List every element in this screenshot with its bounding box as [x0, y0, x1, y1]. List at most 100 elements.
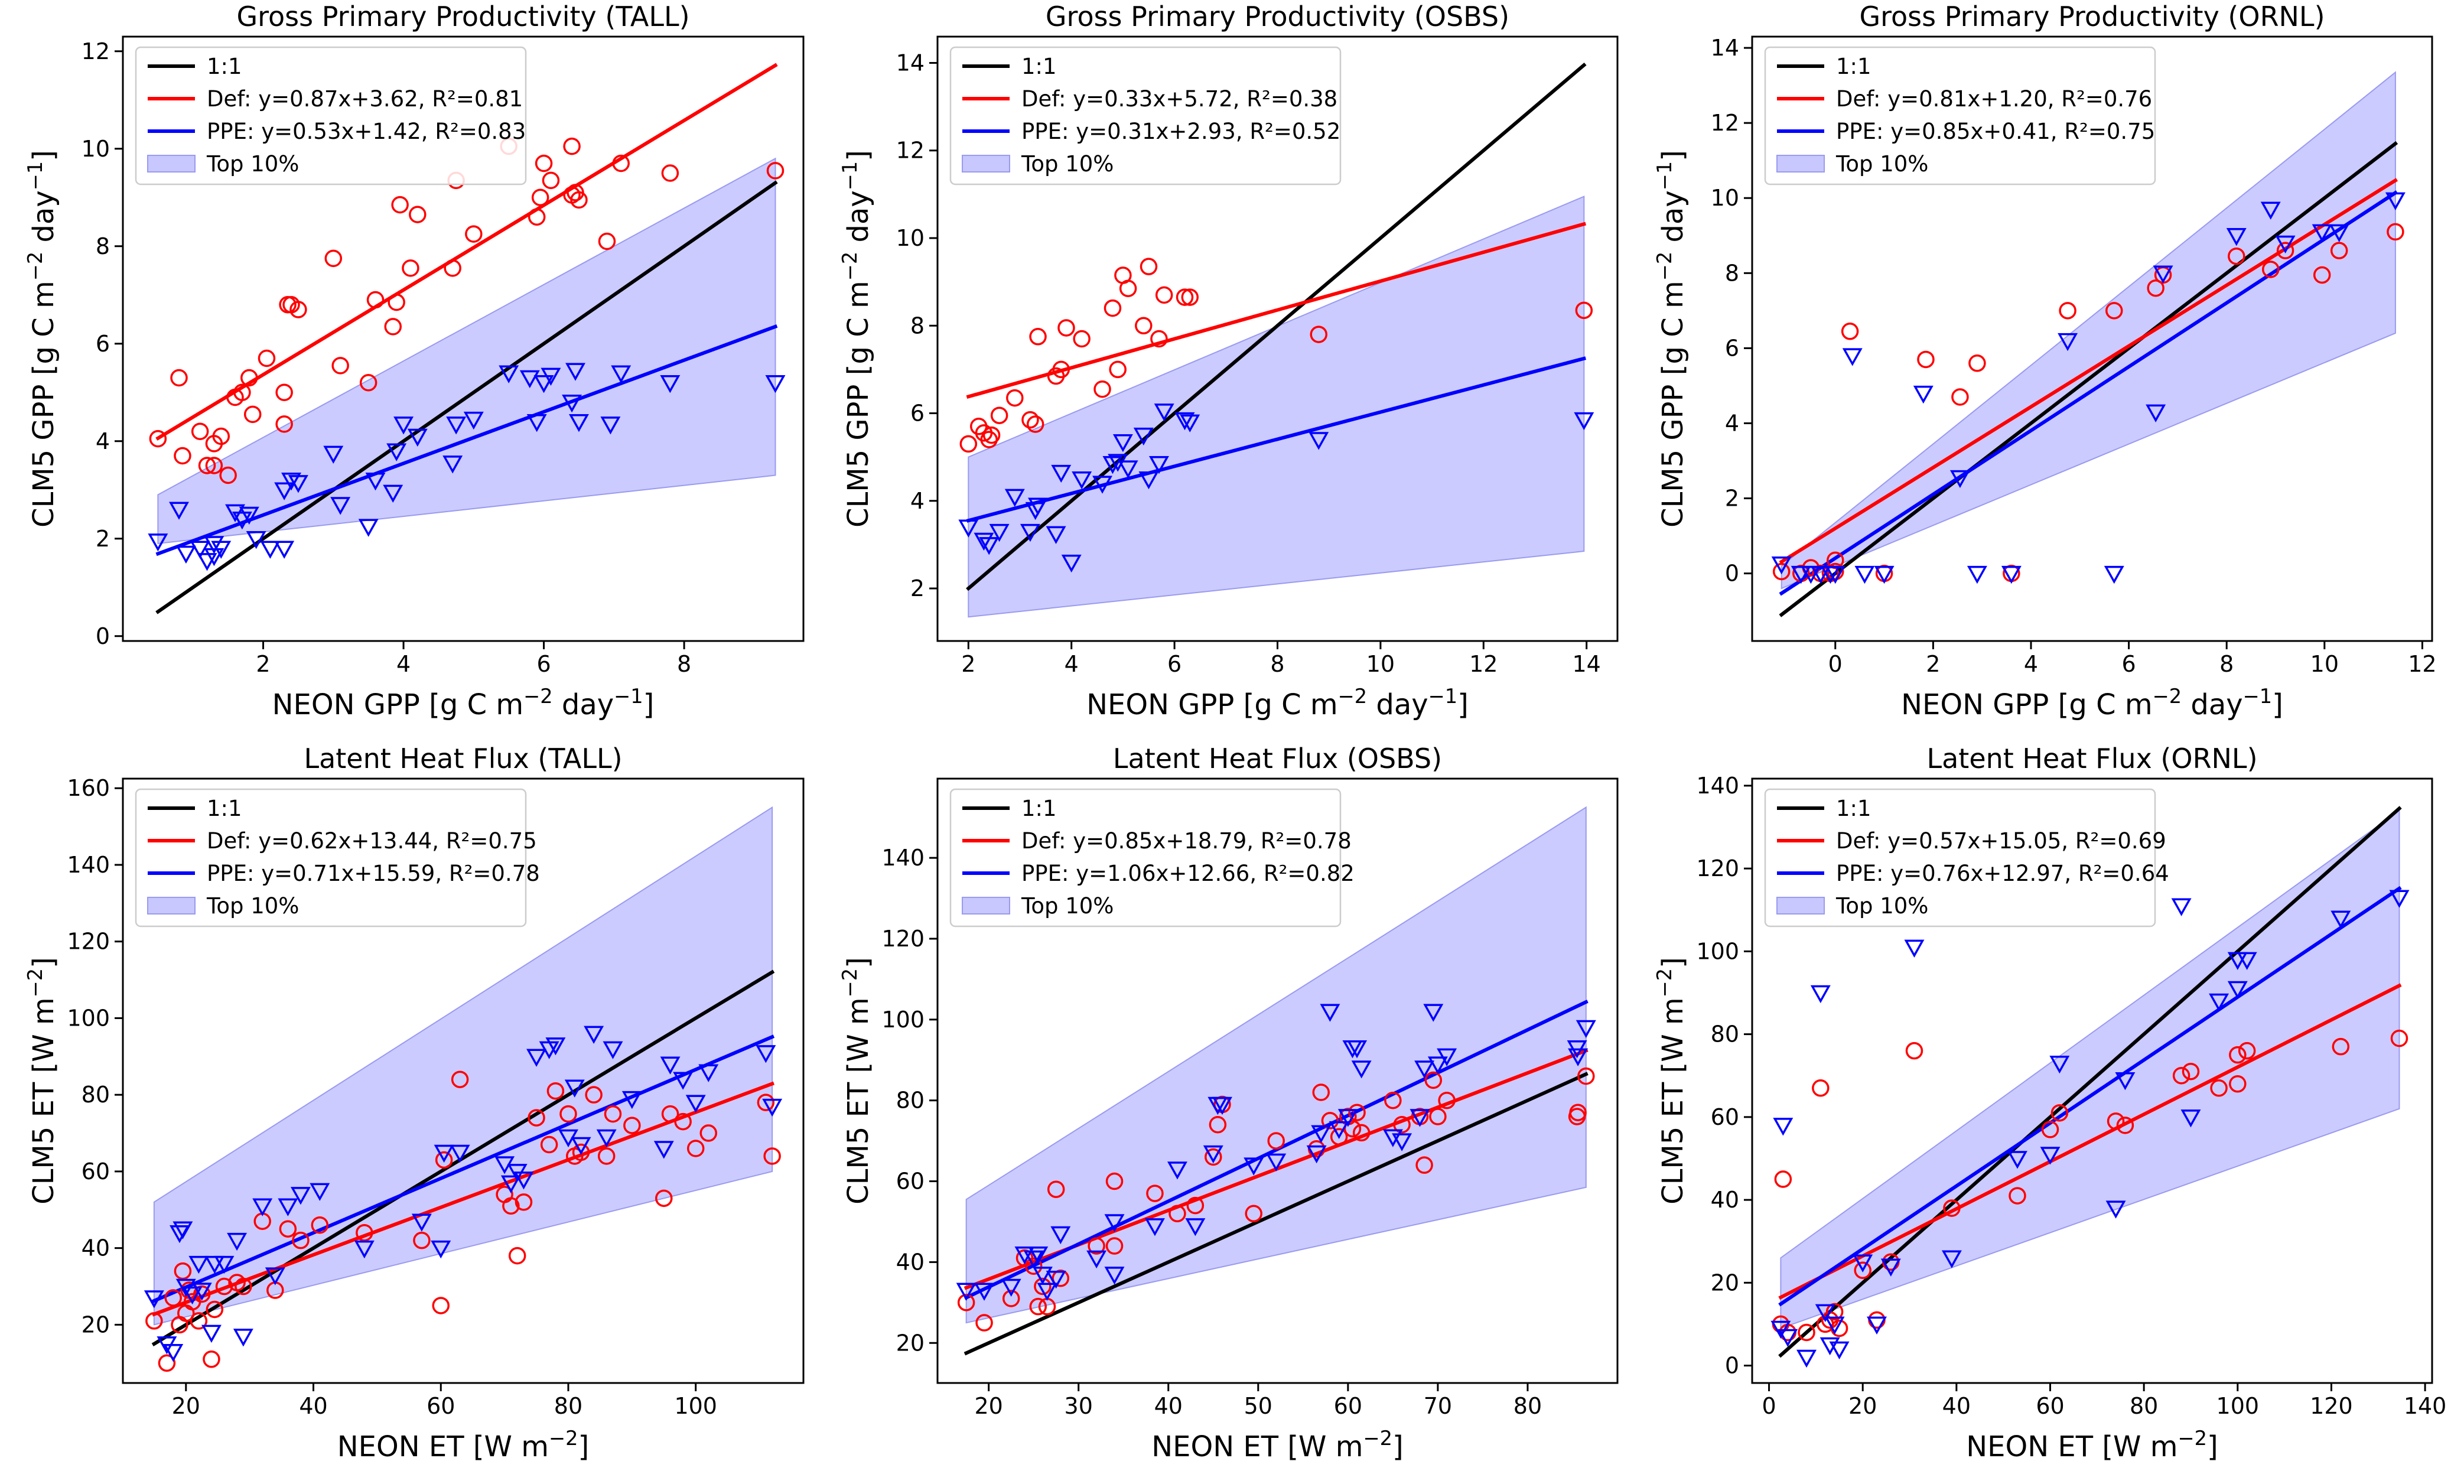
def-point — [1429, 1108, 1447, 1125]
y-tick-label: 2 — [96, 526, 110, 552]
ppe-point — [565, 363, 586, 381]
ppe-point — [1437, 1048, 1457, 1066]
ppe-point — [463, 411, 484, 430]
one-to-one-line — [964, 1072, 1589, 1356]
ppe-point — [660, 375, 681, 393]
ppe-point — [1410, 1109, 1430, 1127]
def-point — [1267, 1132, 1285, 1150]
x-tick-label: 4 — [2024, 651, 2038, 677]
legend-handle — [147, 155, 196, 173]
def-point — [149, 429, 167, 448]
def-point — [1310, 326, 1328, 343]
def-point — [2228, 247, 2245, 265]
ppe-fit-line — [151, 1034, 775, 1303]
def-point — [402, 259, 419, 277]
ppe-point — [239, 506, 259, 525]
def-point — [1424, 1071, 1443, 1089]
chart-panel-le-tall: 20 40 60 80 100 20 40 60 80 100 120 140 160 Latent He… — [24, 743, 805, 1463]
ppe-point — [2180, 1109, 2201, 1128]
ppe-point — [1032, 1267, 1053, 1285]
chart-title: Gross Primary Productivity (OSBS) — [1046, 1, 1509, 32]
ppe-point — [2153, 265, 2173, 284]
x-tick-label: 40 — [1154, 1393, 1183, 1419]
def-point — [1105, 1172, 1124, 1190]
ppe-point — [431, 1240, 451, 1259]
chart-title: Latent Heat Flux (TALL) — [304, 743, 622, 774]
def-point — [959, 435, 978, 453]
def-point — [655, 1189, 673, 1208]
x-tick-label: 4 — [1065, 651, 1079, 677]
ppe-point — [1967, 565, 1987, 584]
ppe-point — [1112, 434, 1133, 453]
legend-entry-label: Top 10% — [1835, 893, 1928, 919]
def-point — [1569, 1104, 1587, 1121]
def-point — [2147, 279, 2164, 297]
ppe-point — [411, 1213, 432, 1232]
ppe-point — [1771, 556, 1792, 575]
axes-frame — [1751, 777, 2433, 1384]
def-point — [1798, 1323, 1815, 1342]
ppe-point — [2209, 993, 2229, 1012]
def-point — [1827, 551, 1844, 569]
x-axis-label: NEON ET [W m−2] — [1151, 1427, 1404, 1464]
y-tick-label: 12 — [1711, 110, 1739, 136]
def-point — [2390, 1029, 2408, 1047]
ppe-point — [1824, 1316, 1845, 1335]
def-point — [1021, 411, 1039, 429]
ppe-fit-line — [964, 1000, 1589, 1300]
def-point — [982, 426, 1001, 444]
ppe-point — [278, 1198, 298, 1216]
ppe-point — [526, 414, 547, 432]
ppe-point — [1337, 1109, 1358, 1127]
def-point — [206, 1300, 224, 1319]
def-point — [563, 137, 581, 155]
def-point — [324, 249, 343, 268]
x-tick-label: 6 — [2122, 651, 2136, 677]
ppe-point — [974, 1283, 995, 1301]
chart-panel-gpp-osbs: 2 4 6 8 10 12 14 2 4 6 8 10 12 14 Gross Primary Produc… — [838, 1, 1619, 721]
ppe-point — [393, 416, 414, 435]
def-point — [1352, 1124, 1371, 1142]
ppe-point — [1072, 471, 1092, 490]
def-point — [661, 1105, 679, 1123]
x-tick-label: 8 — [677, 651, 691, 677]
def-point — [275, 383, 293, 401]
def-point — [409, 206, 427, 223]
ppe-point — [365, 473, 386, 491]
y-tick-label: 4 — [96, 428, 110, 454]
legend-box — [1764, 788, 2156, 928]
def-point — [604, 1105, 622, 1123]
y-tick-label: 140 — [67, 852, 110, 878]
y-tick-label: 80 — [896, 1088, 925, 1114]
x-tick-label: 60 — [1334, 1393, 1362, 1419]
legend-entry-label: PPE: y=0.53x+1.42, R²=0.83 — [207, 119, 526, 144]
def-point — [384, 318, 402, 336]
ppe-point — [1854, 565, 1875, 584]
y-axis-label: CLM5 GPP [g C m−2 day−1] — [838, 150, 875, 528]
ppe-point — [1086, 1250, 1107, 1269]
def-point — [1140, 258, 1158, 275]
y-tick-label: 120 — [1696, 855, 1739, 881]
legend-entry-label: Top 10% — [206, 893, 299, 919]
y-tick-label: 6 — [910, 401, 925, 427]
y-tick-label: 40 — [82, 1235, 110, 1261]
def-point — [1917, 350, 1935, 369]
x-tick-label: 20 — [172, 1393, 200, 1419]
plot-area — [1770, 806, 2410, 1368]
def-fit-line — [1778, 983, 2402, 1300]
x-tick-label: 100 — [2216, 1393, 2260, 1419]
y-axis-label: CLM5 ET [W m−2] — [24, 957, 61, 1205]
y-tick-label: 10 — [896, 225, 925, 251]
def-point — [2261, 261, 2280, 278]
legend-entry-label: Top 10% — [1835, 151, 1928, 177]
one-to-one-line — [151, 969, 775, 1346]
legend-entry-label: Def: y=0.85x+18.79, R²=0.78 — [1021, 828, 1352, 854]
def-point — [2313, 266, 2331, 284]
y-tick-label: 140 — [1696, 773, 1739, 799]
def-point — [243, 405, 262, 424]
ppe-point — [1020, 523, 1040, 542]
ppe-point — [204, 1255, 225, 1274]
ppe-point — [765, 375, 786, 393]
ppe-point — [191, 1283, 212, 1301]
def-point — [535, 154, 553, 173]
